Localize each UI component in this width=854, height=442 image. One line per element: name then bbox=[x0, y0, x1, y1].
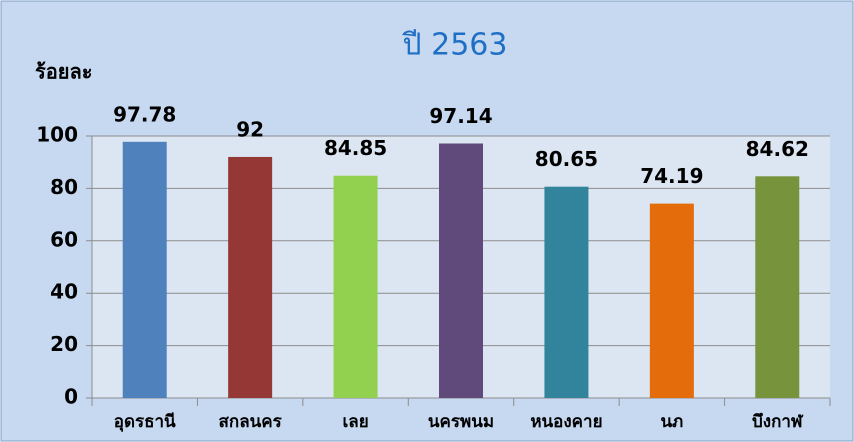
y-tick-label: 20 bbox=[50, 332, 78, 356]
data-label: 97.78 bbox=[113, 102, 176, 126]
data-label: 92 bbox=[236, 117, 264, 141]
y-tick-label: 0 bbox=[64, 385, 78, 409]
bar bbox=[122, 141, 167, 398]
x-tick-label: อุดรธานี bbox=[114, 411, 176, 432]
y-axis-label: ร้อยละ bbox=[35, 60, 92, 84]
x-tick-label: สกลนคร bbox=[219, 412, 283, 432]
data-label: 74.19 bbox=[640, 164, 703, 188]
x-tick-label: เลย bbox=[342, 412, 368, 432]
x-tick-label: นครพนม bbox=[428, 412, 494, 432]
chart-title: ปี 2563 bbox=[402, 28, 508, 63]
bar bbox=[333, 175, 378, 398]
y-tick-label: 100 bbox=[36, 123, 78, 147]
x-tick-label: หนองคาย bbox=[530, 412, 602, 432]
y-tick-label: 60 bbox=[50, 227, 78, 251]
y-tick-label: 80 bbox=[50, 175, 78, 199]
data-label: 84.85 bbox=[324, 136, 387, 160]
data-label: 97.14 bbox=[429, 104, 492, 128]
x-tick-label: นภ bbox=[660, 412, 683, 432]
bar bbox=[544, 186, 589, 398]
bar bbox=[649, 203, 694, 398]
data-label: 80.65 bbox=[535, 147, 598, 171]
x-tick-label: บึงกาฬ bbox=[752, 412, 804, 432]
y-tick-label: 40 bbox=[50, 280, 78, 304]
bar bbox=[755, 176, 800, 398]
data-label: 84.62 bbox=[746, 137, 809, 161]
bar bbox=[439, 143, 483, 398]
bar bbox=[228, 156, 273, 398]
